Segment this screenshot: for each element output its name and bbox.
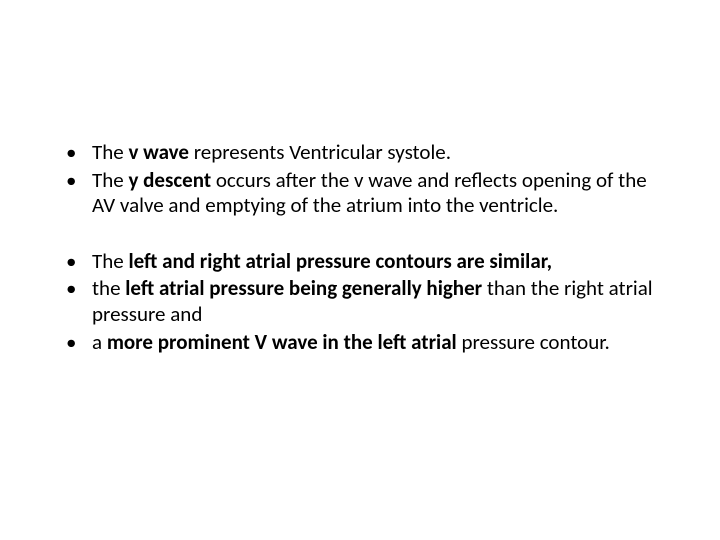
bullet-list: The v wave represents Ventricular systol…: [60, 140, 660, 219]
text-run: The: [92, 139, 128, 165]
bold-run: left atrial pressure being generally hig…: [125, 275, 487, 301]
bold-run: left and right atrial pressure contours …: [128, 248, 552, 274]
bold-run: more prominent V wave in the left atrial: [107, 329, 462, 355]
bullet-list: The left and right atrial pressure conto…: [60, 249, 660, 355]
bold-run: v wave: [128, 139, 193, 165]
bullet-item: The y descent occurs after the v wave an…: [60, 168, 660, 219]
text-run: the: [92, 275, 125, 301]
bold-run: y descent: [128, 167, 215, 193]
text-run: pressure contour.: [461, 329, 609, 355]
text-run: represents Ventricular systole.: [194, 139, 451, 165]
text-run: The: [92, 248, 128, 274]
slide-body: The v wave represents Ventricular systol…: [0, 0, 720, 540]
text-run: a: [92, 329, 107, 355]
bullet-item: the left atrial pressure being generally…: [60, 276, 660, 327]
bullet-item: The v wave represents Ventricular systol…: [60, 140, 660, 166]
text-run: The: [92, 167, 128, 193]
bullet-item: a more prominent V wave in the left atri…: [60, 330, 660, 356]
group-spacer: [60, 221, 660, 249]
bullet-item: The left and right atrial pressure conto…: [60, 249, 660, 275]
